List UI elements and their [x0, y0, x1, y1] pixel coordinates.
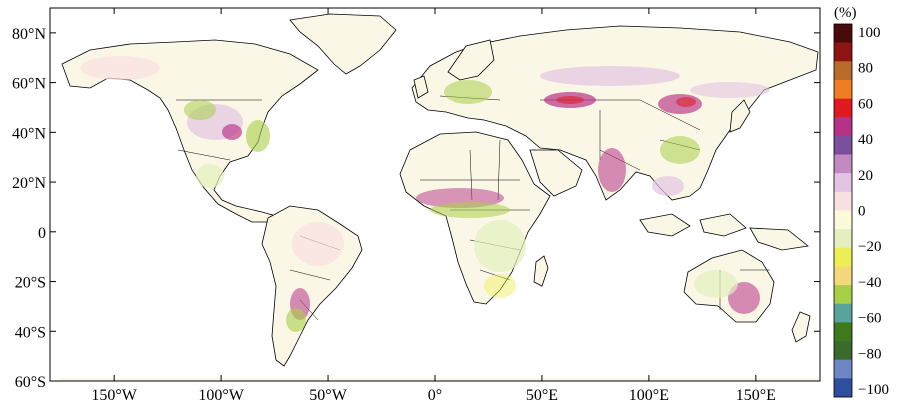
colorbar-swatch: [834, 303, 852, 323]
colorbar-swatch: [834, 378, 852, 398]
colorbar-tick-label: 40: [858, 132, 873, 148]
lat-tick-label: 60°S: [15, 374, 46, 391]
colorbar-tick-label: −80: [858, 346, 881, 362]
colorbar-swatch: [834, 359, 852, 379]
lon-tick-label: 100°E: [629, 387, 669, 403]
colorbar-tick-label: −40: [858, 275, 881, 291]
land-new-guinea: [749, 227, 809, 251]
longitude-axis: 150°W 100°W 50°W 0° 50°E 100°E 150°E: [91, 8, 776, 403]
lon-tick-label: 50°W: [309, 387, 347, 403]
colorbar-swatch: [834, 61, 852, 81]
colorbar: (%) 100 80 60 40 20 0 −20 −40 −60 −80 −100: [833, 5, 889, 398]
land-british-isles: [413, 75, 429, 99]
colorbar-swatch: [834, 98, 852, 118]
lat-tick-label: 60°N: [12, 76, 46, 93]
lat-tick-label: 80°N: [12, 26, 46, 43]
lon-tick-label: 0°: [428, 387, 442, 403]
map-panel: [49, 7, 821, 382]
colorbar-swatch: [834, 117, 852, 137]
land-indonesia-west: [639, 213, 691, 237]
colorbar-tick-label: −20: [858, 239, 881, 255]
colorbar-swatch: [834, 229, 852, 249]
colorbar-tick-label: 100: [858, 25, 881, 41]
land-antarctica: [60, 378, 820, 381]
land-scandinavia: [447, 39, 495, 81]
lat-tick-label: 20°N: [12, 175, 46, 192]
colorbar-swatch: [834, 285, 852, 305]
change-patches: [80, 56, 770, 332]
colorbar-swatches: [833, 23, 853, 398]
land-new-zealand: [791, 311, 811, 343]
land-madagascar: [533, 255, 549, 287]
colorbar-swatch: [834, 173, 852, 193]
colorbar-swatch: [834, 24, 852, 43]
colorbar-swatch: [834, 154, 852, 174]
colorbar-tick-label: −100: [858, 382, 889, 398]
latitude-axis: 80°N 60°N 40°N 20°N 0 20°S 40°S 60°S: [12, 26, 820, 391]
land-arabia: [529, 149, 583, 197]
colorbar-tick-labels: 100 80 60 40 20 0 −20 −40 −60 −80 −100: [858, 25, 889, 398]
colorbar-swatch: [834, 42, 852, 62]
land-north-america: [61, 39, 319, 223]
colorbar-swatch: [834, 266, 852, 286]
lat-tick-label: 0: [38, 225, 46, 242]
colorbar-tick-label: 80: [858, 61, 873, 77]
lon-tick-label: 100°W: [198, 387, 244, 403]
colorbar-swatch: [834, 210, 852, 230]
colorbar-swatch: [834, 341, 852, 360]
colorbar-tick-label: 60: [858, 96, 873, 112]
land-indonesia-east: [699, 213, 747, 237]
land-japan: [729, 99, 751, 133]
lat-tick-label: 40°S: [15, 324, 46, 341]
colorbar-tick-label: 0: [858, 204, 866, 220]
lon-tick-label: 150°W: [91, 387, 137, 403]
colorbar-frame: [833, 23, 853, 398]
colorbar-swatch: [834, 191, 852, 211]
colorbar-tick-label: −60: [858, 311, 881, 327]
lat-tick-label: 40°N: [12, 125, 46, 142]
land-eurasia: [411, 25, 819, 201]
colorbar-swatch: [834, 135, 852, 155]
lon-tick-label: 150°E: [736, 387, 776, 403]
colorbar-swatch: [834, 322, 852, 342]
land-greenland: [289, 13, 397, 75]
lat-tick-label: 20°S: [15, 275, 46, 292]
colorbar-swatch: [834, 247, 852, 267]
colorbar-unit-label: (%): [834, 5, 857, 21]
colorbar-swatch: [834, 79, 852, 99]
colorbar-tick-label: 20: [858, 168, 873, 184]
lon-tick-label: 50°E: [526, 387, 558, 403]
